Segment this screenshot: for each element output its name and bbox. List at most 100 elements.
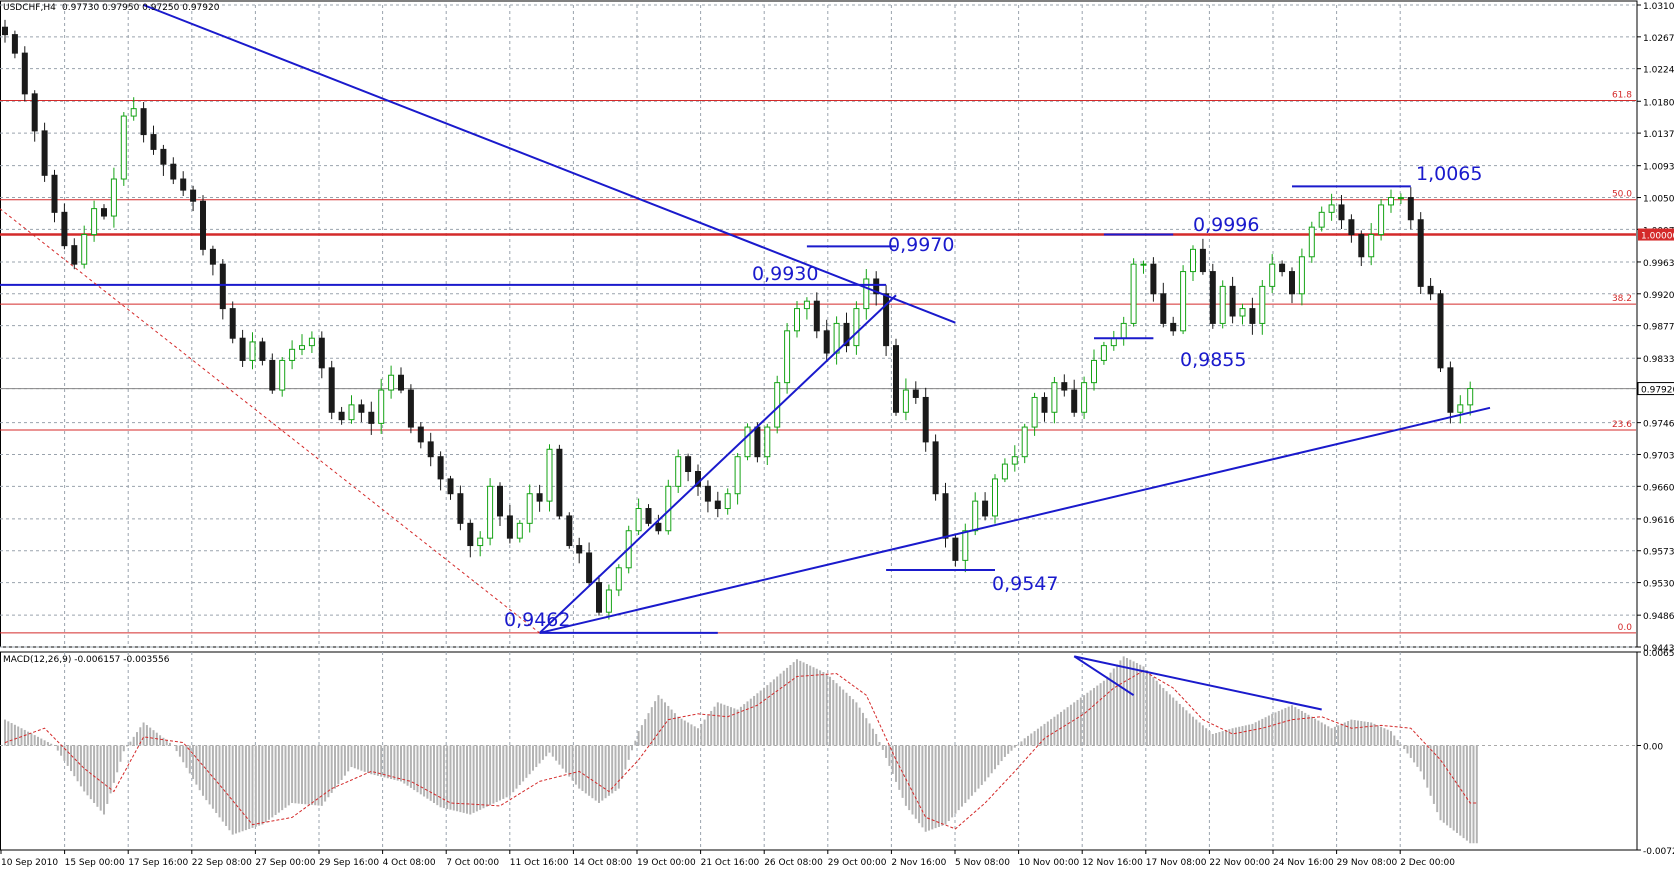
candle-body xyxy=(516,522,523,539)
candle-body xyxy=(873,278,880,295)
candle-body xyxy=(170,163,177,180)
candle-body xyxy=(1170,322,1177,332)
candle-body xyxy=(348,404,355,421)
candle-body xyxy=(407,389,414,428)
candle-body xyxy=(724,493,731,510)
candle-body xyxy=(1249,308,1256,324)
candle-body xyxy=(239,337,246,361)
candle-body xyxy=(1021,426,1028,458)
candle-body xyxy=(299,345,305,350)
candle-body xyxy=(645,508,652,524)
candle-body xyxy=(200,200,206,250)
candle-body xyxy=(1378,204,1385,236)
candle-body xyxy=(1140,263,1147,266)
time-label: 11 Oct 16:00 xyxy=(510,858,569,868)
time-label: 26 Oct 08:00 xyxy=(764,858,823,868)
candle-body xyxy=(704,485,711,502)
candle-body xyxy=(1229,285,1236,317)
candle-body xyxy=(1120,322,1127,339)
candle-body xyxy=(388,374,395,391)
candle-body xyxy=(952,537,959,561)
price-label: 1.01370 xyxy=(1643,130,1674,140)
candle-body xyxy=(1397,197,1404,200)
time-label: 7 Oct 00:00 xyxy=(446,858,499,868)
candle-body xyxy=(229,308,236,339)
time-label: 17 Sep 16:00 xyxy=(128,858,188,868)
macd-divergence-line-1 xyxy=(1073,655,1135,696)
candle-body xyxy=(1259,285,1266,324)
trendline-downtrend xyxy=(143,4,956,324)
candle-body xyxy=(1219,285,1226,324)
annotation-0-9547: 0,9547 xyxy=(992,573,1058,595)
candle-body xyxy=(1051,382,1058,413)
candle-body xyxy=(31,93,38,132)
time-label: 10 Nov 00:00 xyxy=(1019,858,1080,868)
candle-body xyxy=(1199,248,1206,273)
candle-body xyxy=(922,396,929,443)
macd-axis-label: -0.00727 xyxy=(1643,847,1674,857)
candle-body xyxy=(1160,293,1167,324)
candle-body xyxy=(714,500,721,510)
candle-body xyxy=(556,448,563,517)
candle-body xyxy=(1308,226,1315,258)
annotation-1-0065: 1,0065 xyxy=(1416,163,1482,185)
candle-body xyxy=(1209,271,1216,324)
candle-body xyxy=(1269,263,1276,287)
candle-body xyxy=(1447,367,1454,413)
annotation-0-9462: 0,9462 xyxy=(504,609,570,631)
candle-body xyxy=(160,148,167,165)
candle-body xyxy=(11,34,18,54)
time-label: 21 Oct 16:00 xyxy=(701,858,760,868)
candle-body xyxy=(853,308,860,347)
macd-pane-border xyxy=(0,651,1638,851)
candle-body xyxy=(635,508,642,532)
candle-body xyxy=(328,367,335,413)
time-label: 29 Nov 08:00 xyxy=(1337,858,1398,868)
macd-signal-line xyxy=(4,670,1477,830)
candle-body xyxy=(576,545,583,554)
candle-body xyxy=(843,322,850,347)
candle-body xyxy=(695,471,701,487)
candle-body xyxy=(437,456,444,480)
candle-body xyxy=(150,134,157,150)
parity-price-box xyxy=(1638,228,1674,241)
price-label: 1.02670 xyxy=(1643,34,1674,44)
trendline-support xyxy=(539,406,1491,634)
candle-body xyxy=(893,345,899,413)
candle-body xyxy=(140,108,147,136)
candle-body xyxy=(823,330,830,354)
dashed-downtrend-line xyxy=(0,208,540,634)
price-label: 1.02240 xyxy=(1643,66,1674,76)
candle-body xyxy=(586,552,593,584)
candle-body xyxy=(219,263,226,310)
candle-body xyxy=(1279,263,1286,273)
candle-body xyxy=(764,426,771,458)
candle-body xyxy=(1091,359,1097,384)
candle-body xyxy=(1417,219,1424,287)
candle-body xyxy=(338,411,345,421)
candle-body xyxy=(1130,263,1137,324)
candle-body xyxy=(1338,204,1345,221)
candle-body xyxy=(803,300,810,310)
candle-body xyxy=(1318,211,1325,228)
candle-body xyxy=(358,404,365,413)
candle-body xyxy=(91,208,98,236)
time-label: 12 Nov 16:00 xyxy=(1082,858,1143,868)
candle-body xyxy=(2,26,8,36)
candle-body xyxy=(506,515,513,539)
candle-body xyxy=(61,211,68,247)
price-label: 1.00930 xyxy=(1643,163,1674,173)
candle-body xyxy=(596,582,602,613)
candle-body xyxy=(269,359,276,391)
candle-body xyxy=(51,174,58,213)
candle-body xyxy=(120,115,127,180)
macd-axis-label: 0.00 xyxy=(1643,742,1663,752)
fib-level-label: 38.2 xyxy=(1612,294,1632,304)
annotation-0-9930: 0,9930 xyxy=(752,263,818,285)
candle-body xyxy=(1061,382,1068,391)
